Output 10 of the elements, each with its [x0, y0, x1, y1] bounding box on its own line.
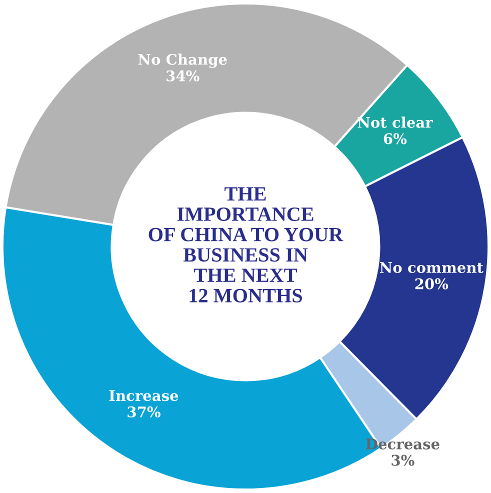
- slice-label: Not clear: [358, 116, 433, 128]
- data-label: 20%: [415, 278, 448, 290]
- slice-label: No comment: [380, 262, 484, 274]
- text: THE IMPORTANCE OF CHINA TO YOUR BUSINESS IN THE NEXT 12 MONTHS: [148, 187, 344, 302]
- slice-label: No Change: [138, 54, 227, 68]
- data-label: 37%: [128, 406, 160, 418]
- data-label: 34%: [166, 70, 200, 82]
- data-label: 3%: [392, 454, 414, 466]
- data-label: 6%: [384, 133, 407, 144]
- slice-label: Increase: [109, 390, 178, 402]
